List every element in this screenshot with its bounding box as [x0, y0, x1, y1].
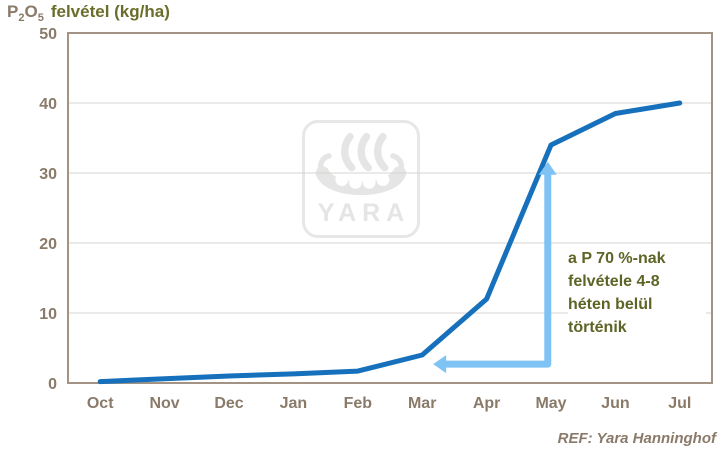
x-tick-label: Dec [214, 395, 243, 412]
x-tick-label: May [535, 395, 566, 412]
y-tick-label: 20 [39, 236, 57, 253]
x-tick-label: Nov [149, 395, 179, 412]
x-tick-label: Mar [408, 395, 436, 412]
chart-title: P2O5 felvétel (kg/ha) [7, 2, 170, 24]
yara-watermark: YARA [302, 120, 420, 238]
annotation-arrow [444, 172, 552, 368]
yaxis-title-unit: felvétel (kg/ha) [50, 2, 170, 21]
x-tick-label: Jul [668, 395, 691, 412]
reference-text: REF: Yara Hanninghof [557, 430, 716, 447]
plot-border [67, 32, 713, 384]
yara-watermark-text: YARA [317, 199, 411, 227]
x-tick-label: Feb [344, 395, 373, 412]
y-tick-label: 40 [39, 96, 57, 113]
y-tick-label: 30 [39, 166, 57, 183]
x-tick-label: Oct [87, 395, 114, 412]
annotation-text: a P 70 %-nak felvétele 4-8 héten belül t… [568, 247, 706, 339]
y-tick-label: 10 [39, 306, 57, 323]
yaxis-title-formula: P2O5 [7, 2, 44, 24]
y-tick-label: 0 [48, 376, 57, 393]
arrowhead-up [538, 161, 557, 175]
y-tick-label: 50 [39, 26, 57, 43]
x-tick-label: Apr [473, 395, 501, 412]
arrowhead-left [433, 355, 447, 374]
yara-ship-icon [315, 133, 407, 196]
x-tick-label: Jan [280, 395, 308, 412]
uptake-curve [97, 100, 683, 385]
x-tick-label: Jun [601, 395, 629, 412]
